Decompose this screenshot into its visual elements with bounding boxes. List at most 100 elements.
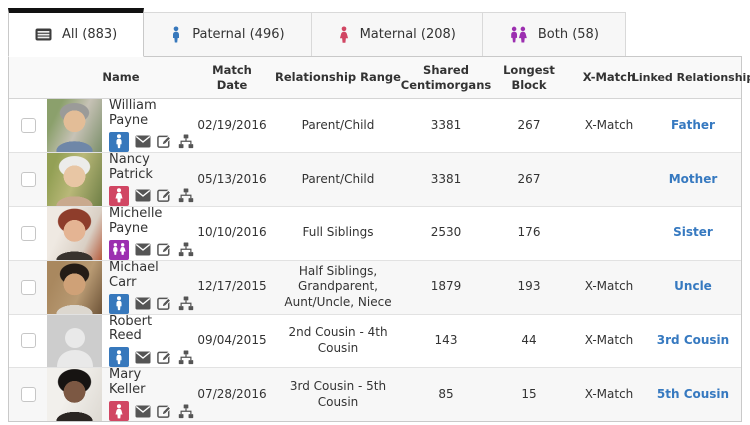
match-date-cell: 05/13/2016: [197, 171, 267, 186]
email-icon[interactable]: [135, 405, 151, 418]
linked-relationship-link[interactable]: Father: [671, 117, 715, 132]
avatar[interactable]: [47, 260, 102, 314]
icon-row: [109, 131, 194, 152]
row-checkbox[interactable]: [20, 117, 36, 133]
checkbox-cell: [9, 261, 47, 314]
avatar[interactable]: [47, 152, 102, 206]
avatar[interactable]: [47, 99, 102, 152]
match-row: Michelle Payne: [9, 205, 741, 261]
shared-centimorgans-cell: 3381: [430, 117, 462, 132]
email-icon[interactable]: [135, 189, 151, 202]
header-longest-block: Longest Block: [503, 63, 555, 92]
linked-relationship-link[interactable]: 5th Cousin: [656, 387, 730, 402]
avatar[interactable]: [47, 314, 102, 368]
match-name: Mary Keller: [109, 367, 146, 398]
family-tree-icon[interactable]: [178, 350, 194, 365]
match-name: Michael Carr: [109, 259, 159, 290]
x-match-cell: [573, 207, 645, 260]
match-name: William Payne: [109, 98, 157, 128]
relationship-range-cell: Parent/Child: [301, 171, 375, 186]
tab-maternal[interactable]: Maternal (208): [311, 12, 483, 56]
name-cell: Robert Reed: [47, 314, 195, 368]
x-match-cell: [573, 153, 645, 206]
match-date-cell: 12/17/2015: [197, 279, 267, 294]
name-cell: Michael Carr: [47, 259, 195, 314]
linked-relationship-link[interactable]: Uncle: [674, 279, 712, 294]
note-edit-icon[interactable]: [157, 242, 172, 257]
family-tree-icon[interactable]: [178, 134, 194, 149]
row-checkbox[interactable]: [20, 171, 36, 187]
table-body: William Payne: [9, 98, 741, 422]
longest-block-cell: 176: [517, 225, 541, 240]
name-block: William Payne: [102, 98, 194, 152]
shared-centimorgans-cell: 1879: [430, 279, 462, 294]
relationship-range-cell: 3rd Cousin - 5th Cousin: [289, 379, 387, 409]
relationship-range-cell: 2nd Cousin - 4th Cousin: [288, 325, 388, 355]
match-row: William Payne: [9, 98, 741, 153]
name-cell: William Payne: [47, 98, 195, 152]
tab-both[interactable]: Both (58): [482, 12, 626, 56]
tab-all[interactable]: All (883): [8, 8, 145, 57]
gender-icon: [109, 239, 129, 260]
linked-relationship-cell: 3rd Cousin: [645, 315, 741, 368]
tab-maternal-label: Maternal (208): [359, 27, 456, 42]
email-icon[interactable]: [135, 351, 151, 364]
name-block: Mary Keller: [102, 367, 194, 422]
gender-icon: [109, 293, 129, 314]
match-date-cell: 02/19/2016: [197, 117, 267, 132]
family-tree-icon[interactable]: [178, 296, 194, 311]
icon-row: [109, 347, 194, 368]
linked-relationship-cell: Sister: [645, 207, 741, 260]
tab-paternal[interactable]: Paternal (496): [144, 12, 312, 56]
note-edit-icon[interactable]: [157, 296, 172, 311]
name-cell: Michelle Payne: [47, 205, 195, 260]
match-row: Mary Keller: [9, 367, 741, 422]
avatar[interactable]: [47, 206, 102, 260]
family-tree-icon[interactable]: [178, 404, 194, 419]
shared-centimorgans-cell: 143: [434, 333, 458, 348]
header-linked-relationship: Linked Relationship: [631, 70, 750, 84]
tab-paternal-label: Paternal (496): [192, 27, 285, 42]
longest-block-cell: 44: [521, 333, 537, 348]
name-cell: Mary Keller: [47, 367, 195, 422]
note-edit-icon[interactable]: [157, 188, 172, 203]
avatar[interactable]: [47, 368, 102, 422]
name-block: Michael Carr: [102, 259, 194, 314]
email-icon[interactable]: [135, 297, 151, 310]
shared-centimorgans-cell: 3381: [430, 171, 462, 186]
gender-icon: [109, 185, 129, 206]
row-checkbox[interactable]: [20, 225, 36, 241]
match-filter-tabs: All (883) Paternal (496) Maternal (208) …: [8, 8, 742, 57]
note-edit-icon[interactable]: [157, 350, 172, 365]
row-checkbox[interactable]: [20, 333, 36, 349]
female-person-icon: [338, 26, 350, 43]
family-tree-icon[interactable]: [178, 242, 194, 257]
family-tree-icon[interactable]: [178, 188, 194, 203]
tab-all-label: All (883): [62, 27, 118, 42]
email-icon[interactable]: [135, 243, 151, 256]
match-name: Michelle Payne: [109, 205, 163, 236]
linked-relationship-link[interactable]: 3rd Cousin: [656, 333, 730, 348]
linked-relationship-link[interactable]: Sister: [673, 225, 713, 240]
match-row: Michael Carr: [9, 259, 741, 315]
header-name: Name: [102, 70, 140, 85]
table-header: Name Match Date Relationship Range Share…: [9, 57, 750, 99]
linked-relationship-link[interactable]: Mother: [668, 171, 718, 186]
gender-icon: [109, 347, 129, 368]
header-relationship-range: Relationship Range: [275, 70, 401, 85]
match-date-cell: 10/10/2016: [197, 225, 267, 240]
note-edit-icon[interactable]: [157, 404, 172, 419]
note-edit-icon[interactable]: [157, 134, 172, 149]
match-date-cell: 09/04/2015: [197, 333, 267, 348]
linked-relationship-cell: Father: [645, 99, 741, 152]
name-cell: Nancy Patrick: [47, 152, 195, 206]
longest-block-cell: 193: [517, 279, 541, 294]
row-checkbox[interactable]: [20, 387, 36, 403]
email-icon[interactable]: [135, 135, 151, 148]
icon-row: [109, 401, 194, 422]
x-match-cell: X-Match: [584, 279, 634, 294]
linked-relationship-cell: 5th Cousin: [645, 368, 741, 421]
relationship-range-cell: Full Siblings: [302, 225, 374, 240]
row-checkbox[interactable]: [20, 279, 36, 295]
